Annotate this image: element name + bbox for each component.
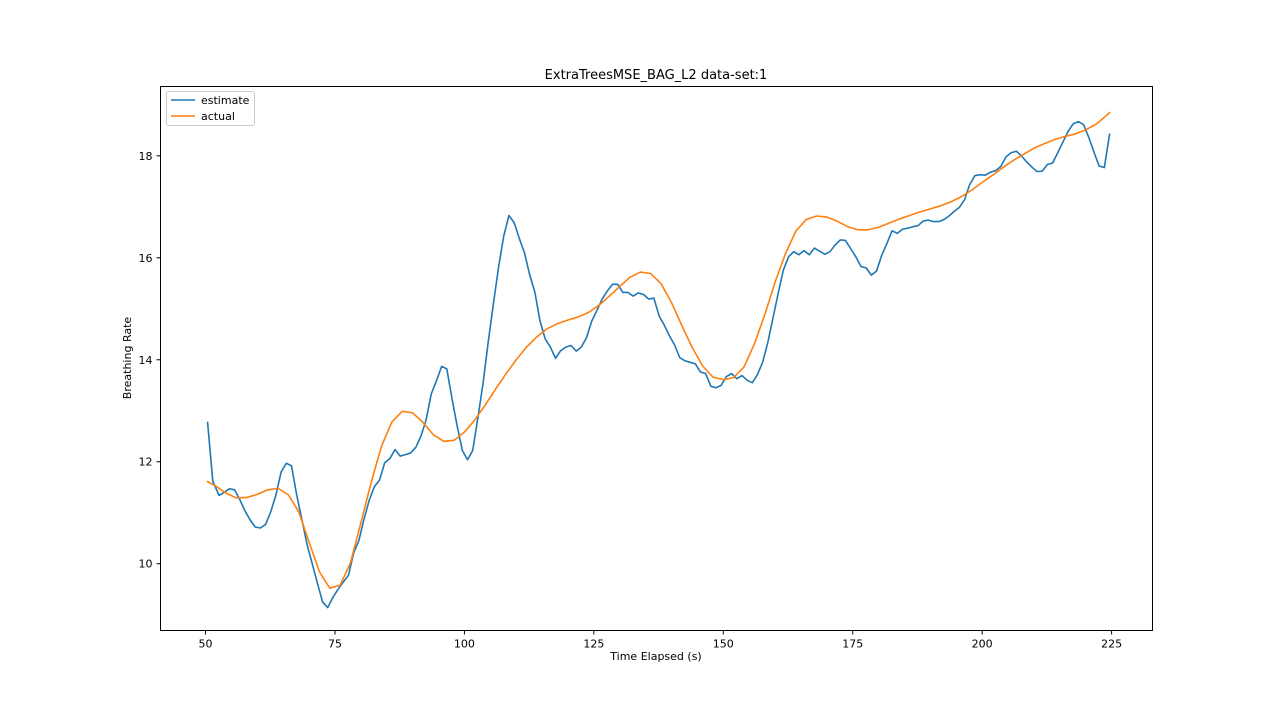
plot-frame [160, 86, 1153, 631]
x-tick-label: 200 [972, 638, 993, 651]
legend-label-actual: actual [201, 110, 235, 123]
legend-label-estimate: estimate [201, 94, 250, 107]
x-axis: 50 75 100 125 150 175 200 225 [199, 630, 1122, 651]
series-layer [206, 111, 1111, 609]
y-tick-label: 14 [139, 354, 153, 367]
series-line-actual [206, 111, 1111, 589]
x-axis-label: Time Elapsed (s) [609, 650, 701, 663]
y-tick-label: 16 [139, 252, 153, 265]
y-axis: 10 12 14 16 18 [139, 150, 161, 571]
x-tick-label: 50 [199, 638, 213, 651]
y-tick-label: 10 [139, 558, 153, 571]
legend: estimate actual [166, 91, 255, 126]
chart-title: ExtraTreesMSE_BAG_L2 data-set:1 [545, 68, 768, 83]
y-tick-label: 18 [139, 150, 153, 163]
x-tick-label: 100 [454, 638, 475, 651]
x-tick-label: 225 [1101, 638, 1122, 651]
y-axis-label: Breathing Rate [121, 317, 134, 400]
x-tick-label: 175 [842, 638, 863, 651]
x-tick-label: 150 [713, 638, 734, 651]
y-tick-label: 12 [139, 456, 153, 469]
x-tick-label: 75 [328, 638, 342, 651]
x-tick-label: 125 [583, 638, 604, 651]
series-line-estimate [206, 120, 1111, 609]
